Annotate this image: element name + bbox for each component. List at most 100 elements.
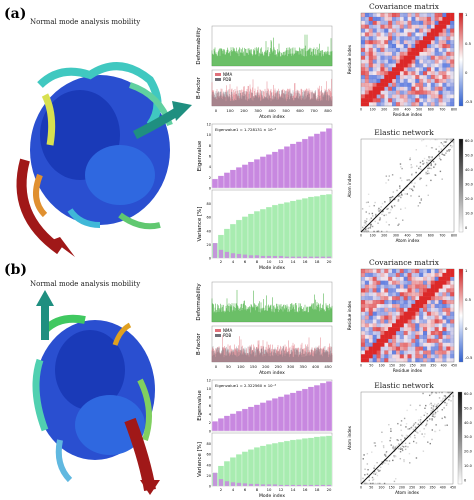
elastic-contact <box>429 418 431 420</box>
covariance-cell <box>411 288 416 293</box>
elastic-contact <box>409 157 411 159</box>
eigen-bar <box>277 148 285 189</box>
covariance-cell <box>364 16 369 21</box>
covariance-cell <box>415 280 420 285</box>
covariance-cell <box>411 327 416 332</box>
covariance-cell <box>450 36 455 41</box>
variance-individual-bar <box>254 483 260 486</box>
covariance-cell <box>368 307 373 312</box>
covariance-cell <box>446 272 451 277</box>
elastic-contact <box>393 455 395 457</box>
elastic-contact <box>395 478 397 480</box>
elastic-contact <box>428 172 430 175</box>
covariance-cell <box>439 83 443 87</box>
covariance-cell <box>438 13 443 18</box>
covariance-cell <box>426 16 431 21</box>
covariance-cell <box>403 24 408 29</box>
covariance-cell <box>380 338 385 343</box>
covariance-cell <box>411 36 416 41</box>
covariance-cell <box>430 323 435 328</box>
elastic-contact <box>442 399 444 401</box>
elastic-contact <box>371 212 374 215</box>
covariance-cell <box>388 102 392 106</box>
covariance-cell <box>423 346 428 351</box>
covariance-cell <box>399 78 404 83</box>
covariance-cell <box>407 323 412 328</box>
elastic-contact <box>431 413 434 416</box>
covariance-cell <box>419 288 424 293</box>
eigen-bar <box>301 138 309 189</box>
eigen-bar <box>235 410 243 432</box>
covariance-cell <box>361 307 366 312</box>
covariance-cell <box>442 280 447 285</box>
covariance-cell <box>407 32 412 37</box>
covariance-cell <box>438 342 443 347</box>
covariance-cell <box>403 292 408 297</box>
covariance-cell <box>376 354 381 359</box>
elastic-contact <box>377 230 380 233</box>
covariance-cell <box>415 32 419 36</box>
covariance-cell <box>434 338 439 343</box>
covariance-cell <box>372 13 377 18</box>
covariance-cell <box>364 307 369 312</box>
bfactor-xtick: 0 <box>215 364 218 369</box>
covariance-cell <box>434 272 439 277</box>
covariance-cell <box>376 323 381 328</box>
variance-individual-bar <box>218 479 224 486</box>
covariance-cell <box>361 284 366 289</box>
covariance-cell <box>361 13 366 18</box>
covariance-cell <box>426 311 431 316</box>
eigen-bar <box>265 400 273 432</box>
bfactor-xtick: 700 <box>310 108 318 113</box>
eigen-bar <box>223 415 231 432</box>
elastic-contact <box>432 160 435 163</box>
covariance-cell <box>430 24 435 29</box>
covariance-cell <box>426 276 431 281</box>
elastic-contact <box>431 391 433 394</box>
covariance-cell <box>411 296 416 301</box>
elastic-contact <box>431 404 433 407</box>
covariance-cell <box>399 86 404 91</box>
covariance-cell <box>384 300 389 305</box>
elastic-contact <box>445 152 447 154</box>
elastic-contact <box>378 207 380 210</box>
covariance-cell <box>372 28 377 33</box>
covariance-cell <box>450 71 455 76</box>
covariance-cell <box>368 323 373 328</box>
elastic-contact <box>390 209 392 211</box>
variance-individual-bar <box>320 484 326 486</box>
covariance-cell <box>446 28 451 33</box>
elastic-contact <box>449 391 452 394</box>
covariance-cell <box>407 280 412 285</box>
elastic-contact <box>429 156 431 158</box>
eigen-bar <box>295 390 303 432</box>
covariance-cell <box>442 338 447 343</box>
elastic-contact <box>395 455 397 458</box>
elastic-scale-label: 10.0 <box>465 212 473 216</box>
covariance-scale-label: 0 <box>465 326 468 331</box>
covariance-cell <box>403 102 408 107</box>
covariance-cell <box>376 346 381 351</box>
covariance-cell <box>411 284 416 289</box>
covariance-cell <box>426 350 431 355</box>
covariance-cell <box>361 63 366 68</box>
elastic-contact <box>399 187 401 189</box>
elastic-contact <box>377 222 379 224</box>
elastic-contact <box>385 450 388 453</box>
covariance-cell <box>426 354 431 359</box>
elastic-contact <box>372 482 374 485</box>
elastic-contact <box>392 459 394 462</box>
covariance-cell <box>364 20 369 25</box>
covariance-cell <box>426 40 431 45</box>
elastic-contact <box>413 434 416 437</box>
elastic-contact <box>419 178 421 181</box>
covariance-cell <box>411 307 416 312</box>
covariance-cell <box>372 86 377 91</box>
covariance-cell <box>419 358 424 363</box>
covariance-cell <box>361 354 366 359</box>
covariance-cell <box>430 47 435 52</box>
covariance-cell <box>438 331 443 336</box>
covariance-scale-label: -0.5 <box>465 355 473 360</box>
covariance-cell <box>388 47 393 52</box>
covariance-cell <box>396 288 400 292</box>
